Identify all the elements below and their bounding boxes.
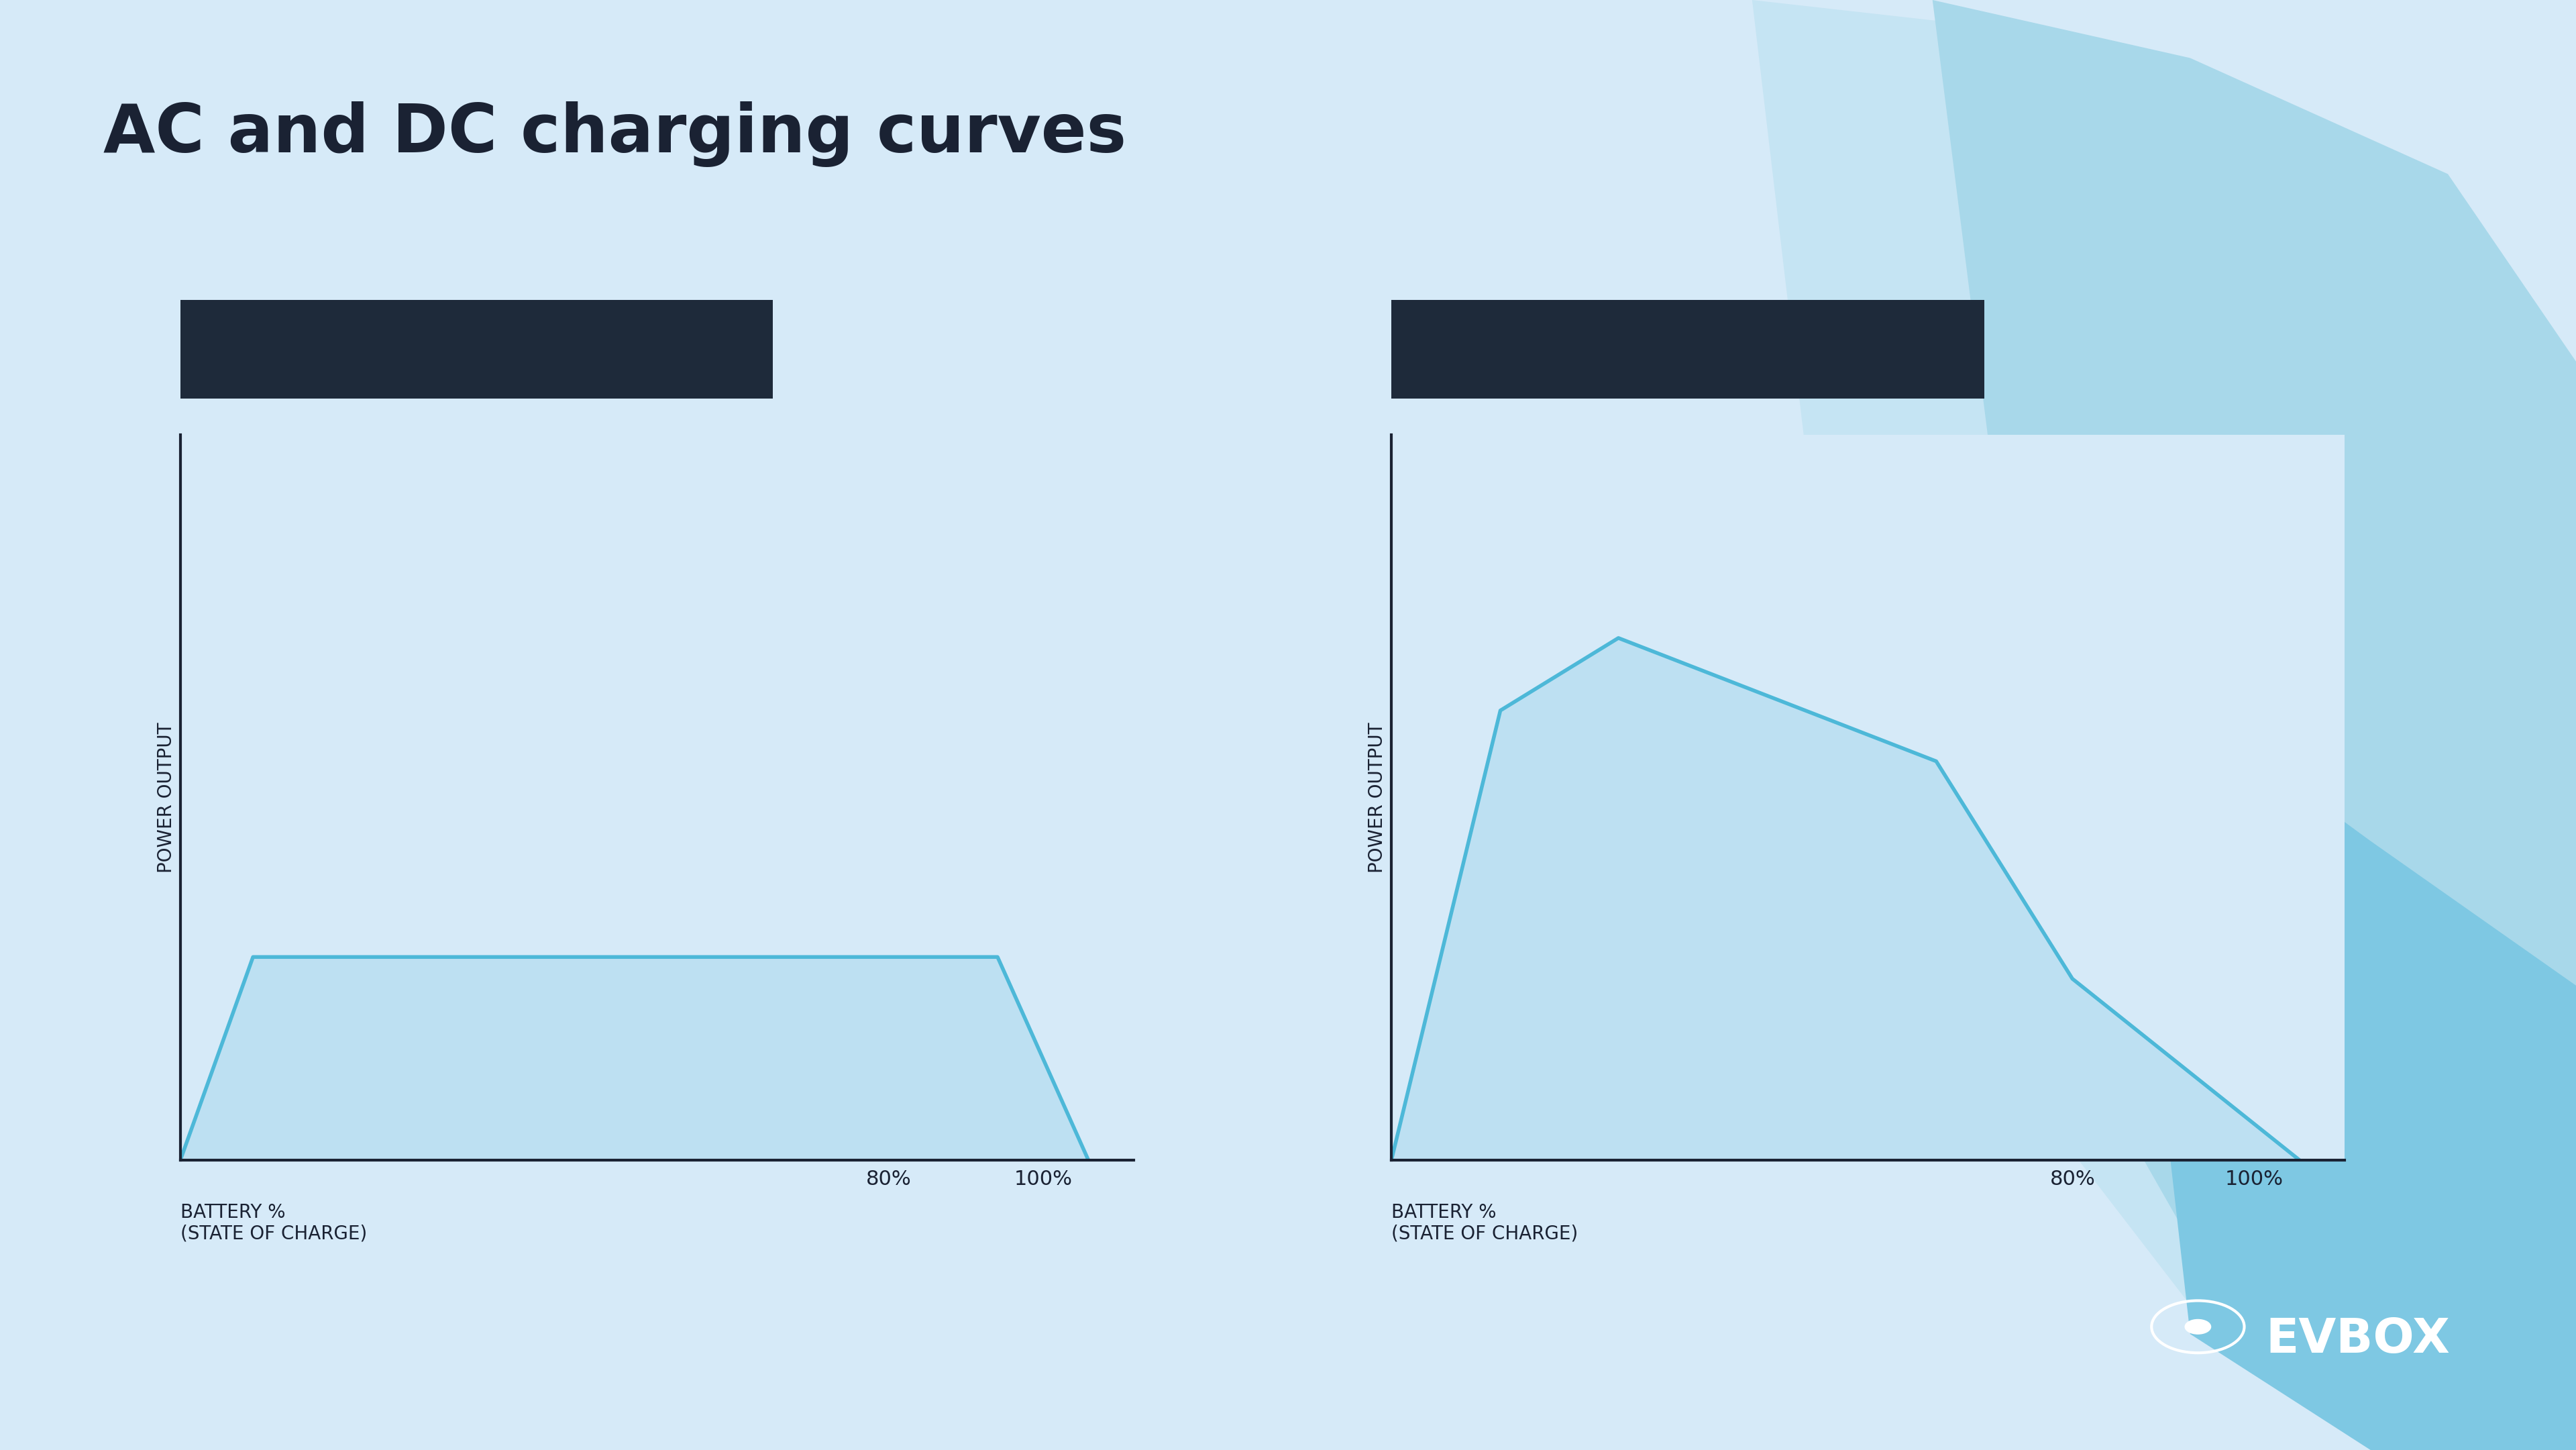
Text: EVBOX: EVBOX	[2264, 1317, 2450, 1363]
FancyBboxPatch shape	[1391, 300, 1984, 399]
Text: AC and DC charging curves: AC and DC charging curves	[103, 102, 1126, 167]
FancyBboxPatch shape	[180, 300, 773, 399]
Text: DC charging station: DC charging station	[1530, 335, 1844, 364]
Y-axis label: POWER OUTPUT: POWER OUTPUT	[157, 722, 175, 873]
X-axis label: BATTERY %
(STATE OF CHARGE): BATTERY % (STATE OF CHARGE)	[1391, 1202, 1577, 1243]
Polygon shape	[2112, 653, 2576, 1450]
Polygon shape	[1752, 0, 2576, 1450]
Y-axis label: POWER OUTPUT: POWER OUTPUT	[1368, 722, 1386, 873]
X-axis label: BATTERY %
(STATE OF CHARGE): BATTERY % (STATE OF CHARGE)	[180, 1202, 366, 1243]
Circle shape	[2184, 1320, 2210, 1334]
Text: AC charging station: AC charging station	[322, 335, 631, 364]
Polygon shape	[1932, 0, 2576, 1450]
